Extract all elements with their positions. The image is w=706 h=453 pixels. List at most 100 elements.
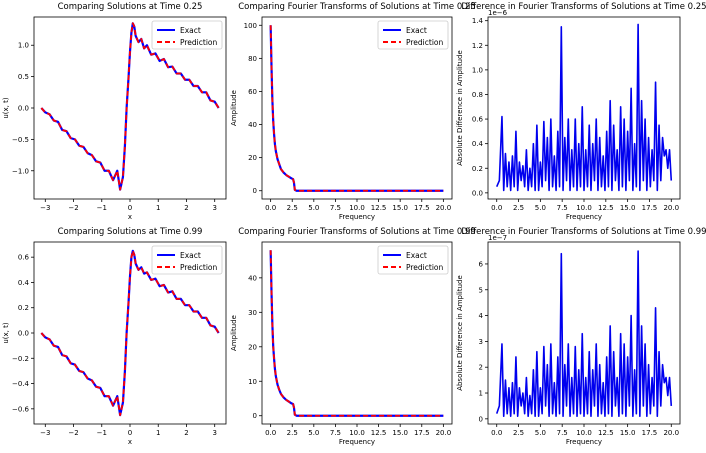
y-tick-label: 10: [248, 378, 257, 386]
chart-title: Comparing Fourier Transforms of Solution…: [238, 227, 476, 237]
y-tick-label: 0.0: [18, 105, 29, 113]
x-tick-label: 15.0: [392, 204, 408, 212]
x-axis-label: Frequency: [566, 438, 602, 446]
y-tick-label: −0.2: [12, 355, 29, 363]
legend: Exact Prediction: [377, 20, 449, 50]
x-tick-label: 0: [128, 429, 132, 437]
x-tick-label: 2.5: [287, 429, 298, 437]
y-axis-label: Absolute Difference in Amplitude: [456, 275, 464, 391]
y-tick-label: 6: [479, 260, 484, 268]
x-tick-label: 12.5: [598, 204, 614, 212]
chart-panel-4: Comparing Solutions at Time 0.99 −3 −2 −1 0 1…: [2, 227, 227, 446]
x-axis-label: Frequency: [339, 213, 375, 221]
series-line-exact: [269, 250, 444, 417]
y-tick-label: 1.0: [472, 66, 483, 74]
x-tick-label: 12.5: [598, 429, 614, 437]
x-tick-label: 2.5: [513, 204, 524, 212]
x-tick-label: 0.0: [265, 204, 276, 212]
x-tick-label: 17.5: [414, 429, 430, 437]
x-tick-label: 0: [128, 204, 132, 212]
y-axis-label: Absolute Difference in Amplitude: [456, 50, 464, 166]
y-tick-label: 30: [248, 309, 257, 317]
chart-panel-5: Comparing Fourier Transforms of Solution…: [230, 227, 476, 446]
y-tick-label: 4: [479, 312, 484, 320]
y-tick-label: 1: [479, 390, 483, 398]
x-tick-label: 2: [184, 204, 188, 212]
series-line-prediction: [269, 250, 444, 417]
chart-title: Comparing Solutions at Time 0.99: [58, 227, 203, 237]
x-tick-label: 12.5: [371, 429, 387, 437]
x-tick-label: −3: [40, 429, 50, 437]
y-tick-label: 0.2: [472, 165, 483, 173]
x-tick-label: 10.0: [576, 204, 592, 212]
y-tick-label: 3: [479, 338, 483, 346]
x-tick-label: 5.0: [308, 429, 319, 437]
y-tick-label: 40: [248, 274, 257, 282]
y-tick-label: −0.4: [12, 380, 30, 388]
x-tick-label: 17.5: [414, 204, 430, 212]
legend-label: Prediction: [180, 263, 218, 272]
x-tick-label: 0.0: [491, 204, 502, 212]
x-tick-label: 5.0: [535, 204, 546, 212]
y-tick-label: 40: [248, 121, 257, 129]
x-axis-label: x: [128, 438, 132, 446]
y-tick-label: 1.4: [472, 17, 484, 25]
y-tick-label: 0.5: [18, 73, 29, 81]
x-tick-label: 1: [156, 429, 160, 437]
x-tick-label: 3: [212, 204, 216, 212]
chart-panel-3: Difference in Fourier Transforms of Solu…: [456, 2, 706, 221]
x-tick-label: 20.0: [663, 204, 679, 212]
x-tick-label: 7.5: [557, 204, 568, 212]
chart-title: Difference in Fourier Transforms of Solu…: [461, 2, 706, 12]
chart-title: Comparing Fourier Transforms of Solution…: [238, 2, 476, 12]
x-tick-label: 20.0: [436, 429, 452, 437]
y-axis-label: u(x, t): [2, 97, 10, 119]
chart-title: Comparing Solutions at Time 0.25: [58, 2, 203, 12]
y-tick-label: 2: [479, 364, 483, 372]
x-tick-label: −1: [97, 204, 107, 212]
x-tick-label: 15.0: [620, 204, 636, 212]
x-tick-label: 10.0: [349, 429, 365, 437]
y-tick-label: 0.4: [472, 140, 484, 148]
legend-label: Exact: [180, 26, 201, 35]
x-tick-label: 20.0: [663, 429, 679, 437]
series-line-prediction: [269, 25, 444, 192]
y-tick-label: 80: [248, 55, 257, 63]
x-tick-label: 0.0: [265, 429, 276, 437]
y-axis-label: Amplitude: [230, 315, 238, 351]
legend-label: Exact: [180, 251, 201, 260]
legend-label: Prediction: [180, 38, 218, 47]
y-tick-label: 60: [248, 88, 257, 96]
x-axis-label: x: [128, 213, 132, 221]
x-tick-label: −3: [40, 204, 50, 212]
chart-panel-6: Difference in Fourier Transforms of Solu…: [456, 227, 706, 446]
y-tick-label: 0.0: [18, 330, 29, 338]
y-tick-label: 0: [253, 412, 257, 420]
y-tick-label: −0.6: [12, 405, 30, 413]
x-tick-label: 5.0: [308, 204, 319, 212]
x-tick-label: 10.0: [349, 204, 365, 212]
series-line-exact: [40, 249, 220, 417]
legend-label: Exact: [406, 251, 427, 260]
series-line-difference: [495, 23, 673, 192]
x-tick-label: 7.5: [557, 429, 568, 437]
x-tick-label: −1: [97, 429, 107, 437]
y-tick-label: 1.0: [18, 42, 29, 50]
y-axis-label: u(x, t): [2, 322, 10, 344]
x-tick-label: 3: [212, 429, 216, 437]
chart-title: Difference in Fourier Transforms of Solu…: [461, 227, 706, 237]
x-tick-label: 15.0: [620, 429, 636, 437]
x-tick-label: −2: [68, 204, 78, 212]
y-tick-label: 20: [248, 154, 257, 162]
x-tick-label: 17.5: [642, 204, 658, 212]
x-tick-label: 15.0: [392, 429, 408, 437]
x-tick-label: 7.5: [330, 429, 341, 437]
y-tick-label: 20: [248, 343, 257, 351]
x-tick-label: 0.0: [491, 429, 502, 437]
y-tick-label: 0: [479, 415, 483, 423]
x-tick-label: 7.5: [330, 204, 341, 212]
y-tick-label: 5: [479, 286, 483, 294]
y-tick-label: 100: [244, 22, 257, 30]
x-tick-label: 2.5: [513, 429, 524, 437]
y-tick-label: 0.0: [472, 189, 483, 197]
